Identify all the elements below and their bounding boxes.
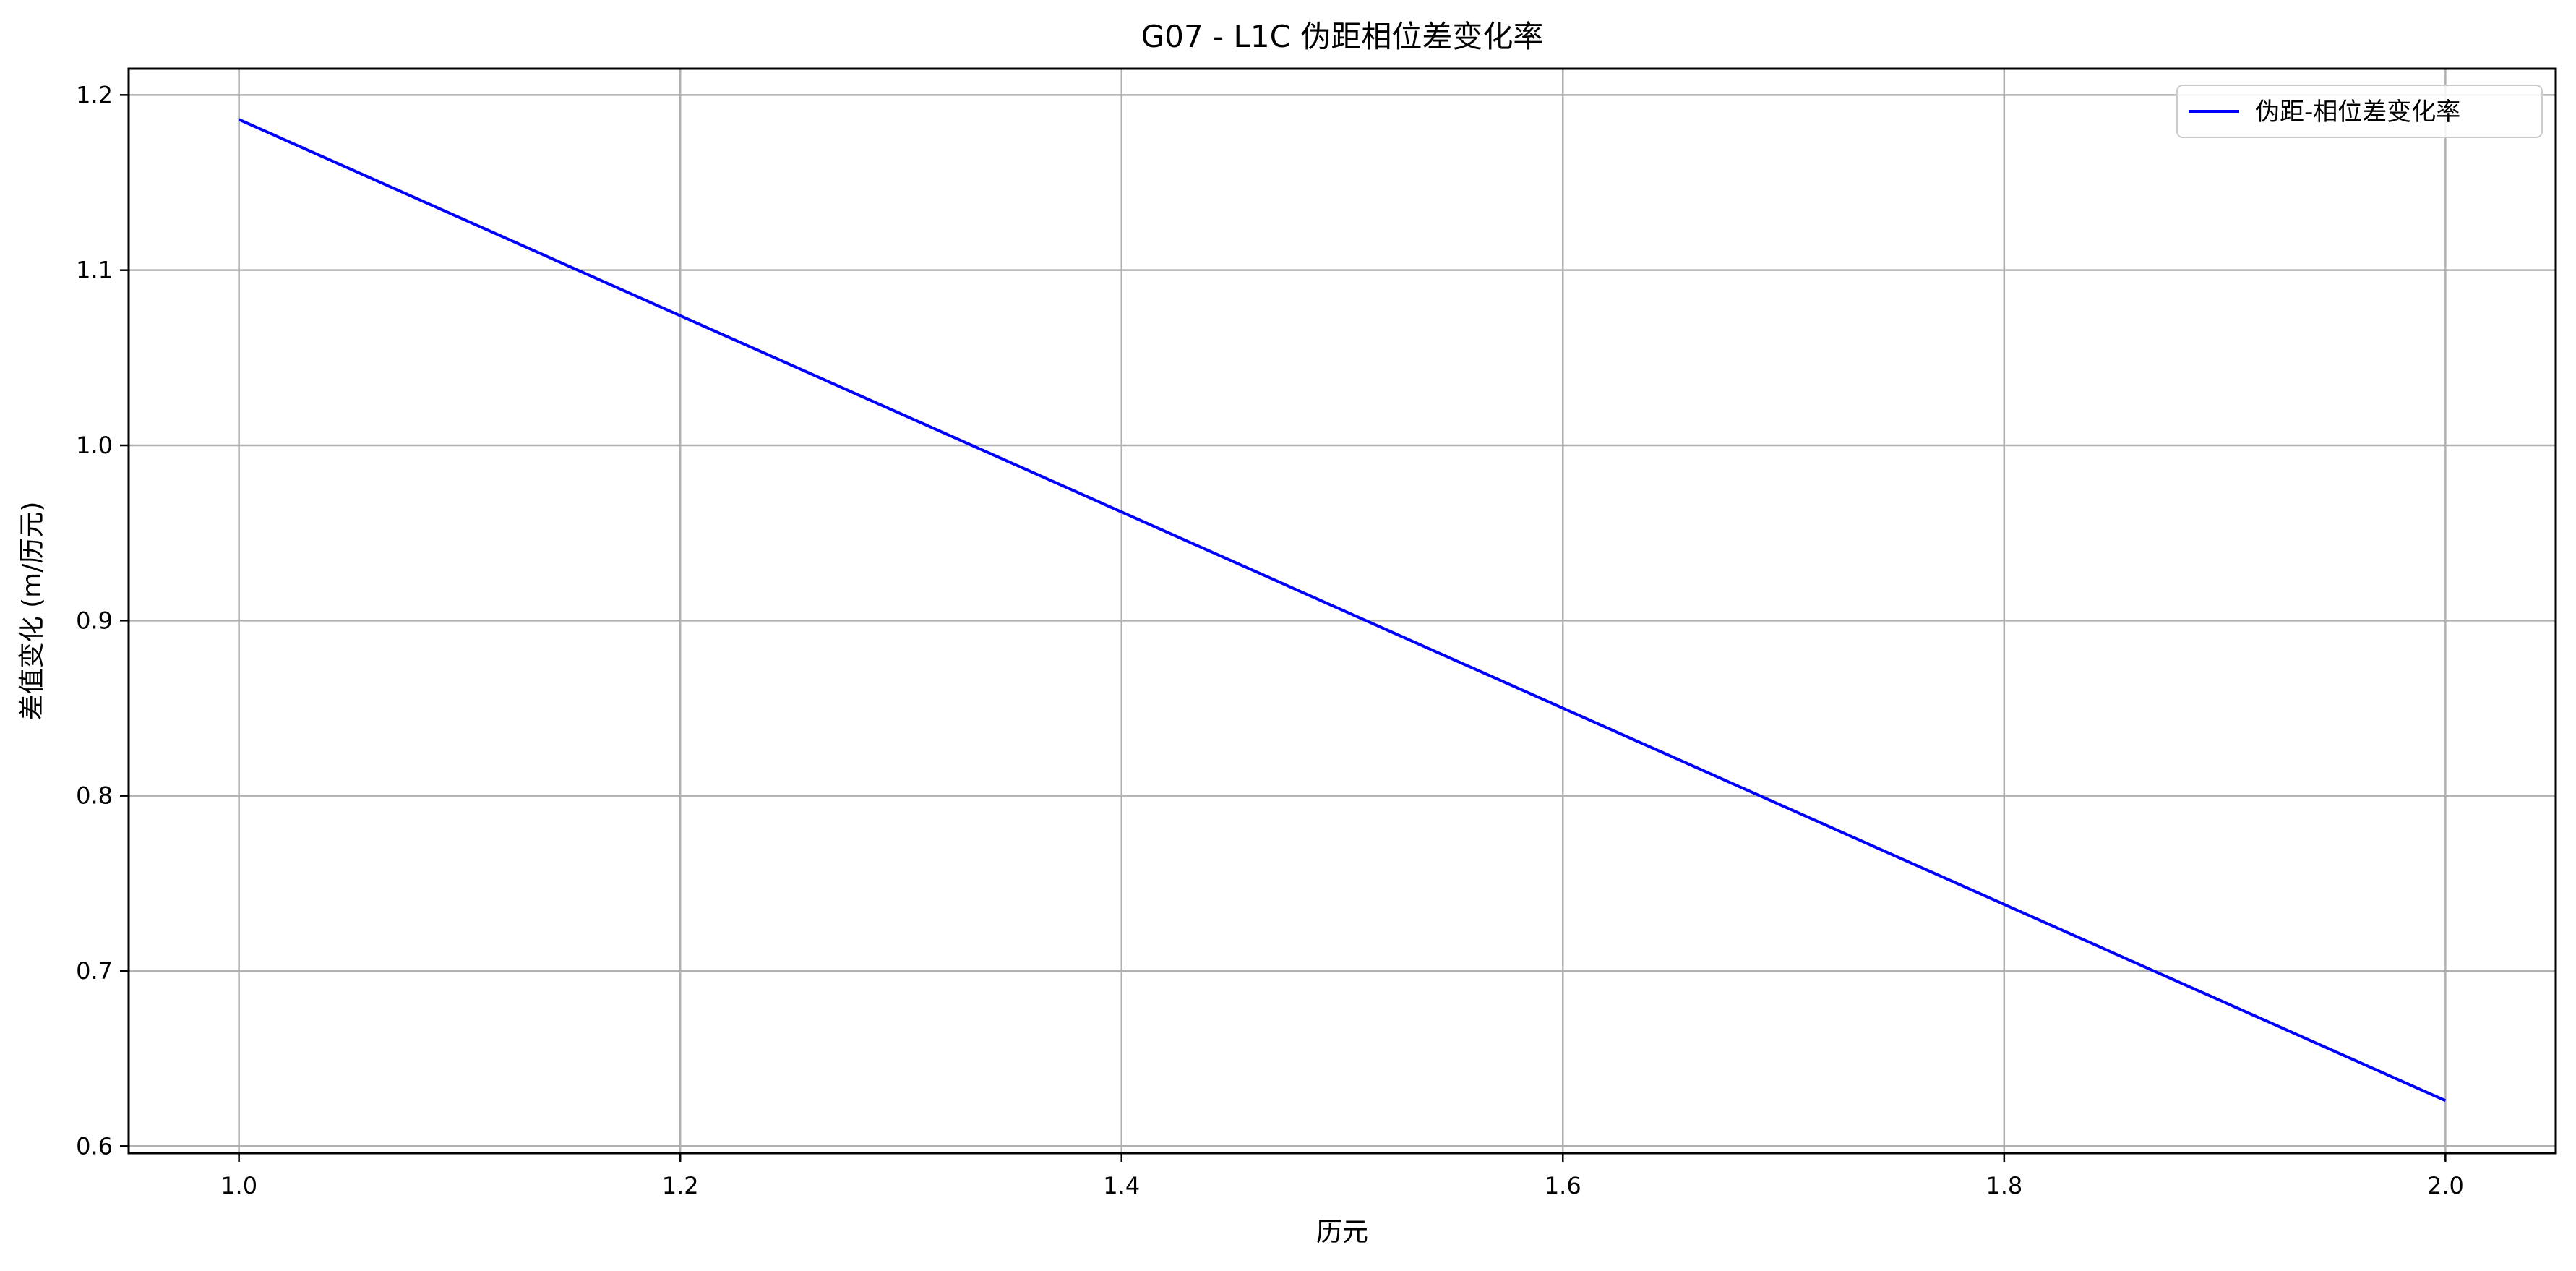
y-tick-label: 1.0 (76, 432, 113, 459)
legend: 伪距-相位差变化率 (2176, 85, 2543, 138)
plot-frame (127, 67, 2557, 1155)
x-tick-label: 1.2 (662, 1172, 699, 1199)
x-tick-label: 2.0 (2427, 1172, 2464, 1199)
x-axis-label: 历元 (1316, 1217, 1368, 1247)
x-tick-label: 1.4 (1103, 1172, 1140, 1199)
y-tick-label: 0.6 (76, 1132, 113, 1160)
x-axis-ticks: 1.0 1.2 1.4 1.6 1.8 2.0 (220, 1153, 2464, 1199)
series-lines (238, 118, 2447, 1103)
chart-title: G07 - L1C 伪距相位差变化率 (1141, 19, 1544, 54)
x-tick-label: 1.6 (1545, 1172, 1581, 1199)
legend-entry-label: 伪距-相位差变化率 (2255, 98, 2460, 127)
series-line (238, 118, 2447, 1103)
y-axis-label: 差值变化 (m/历元) (17, 502, 47, 721)
legend-box (2176, 85, 2543, 138)
y-tick-label: 0.8 (76, 782, 113, 810)
y-tick-label: 0.9 (76, 607, 113, 634)
grid (129, 69, 2556, 1153)
x-tick-label: 1.0 (220, 1172, 257, 1199)
y-axis-ticks: 0.6 0.7 0.8 0.9 1.0 1.1 1.2 (76, 81, 129, 1160)
y-tick-label: 0.7 (76, 957, 113, 985)
y-tick-label: 1.2 (76, 81, 113, 108)
x-tick-label: 1.8 (1985, 1172, 2022, 1199)
y-tick-label: 1.1 (76, 257, 113, 284)
